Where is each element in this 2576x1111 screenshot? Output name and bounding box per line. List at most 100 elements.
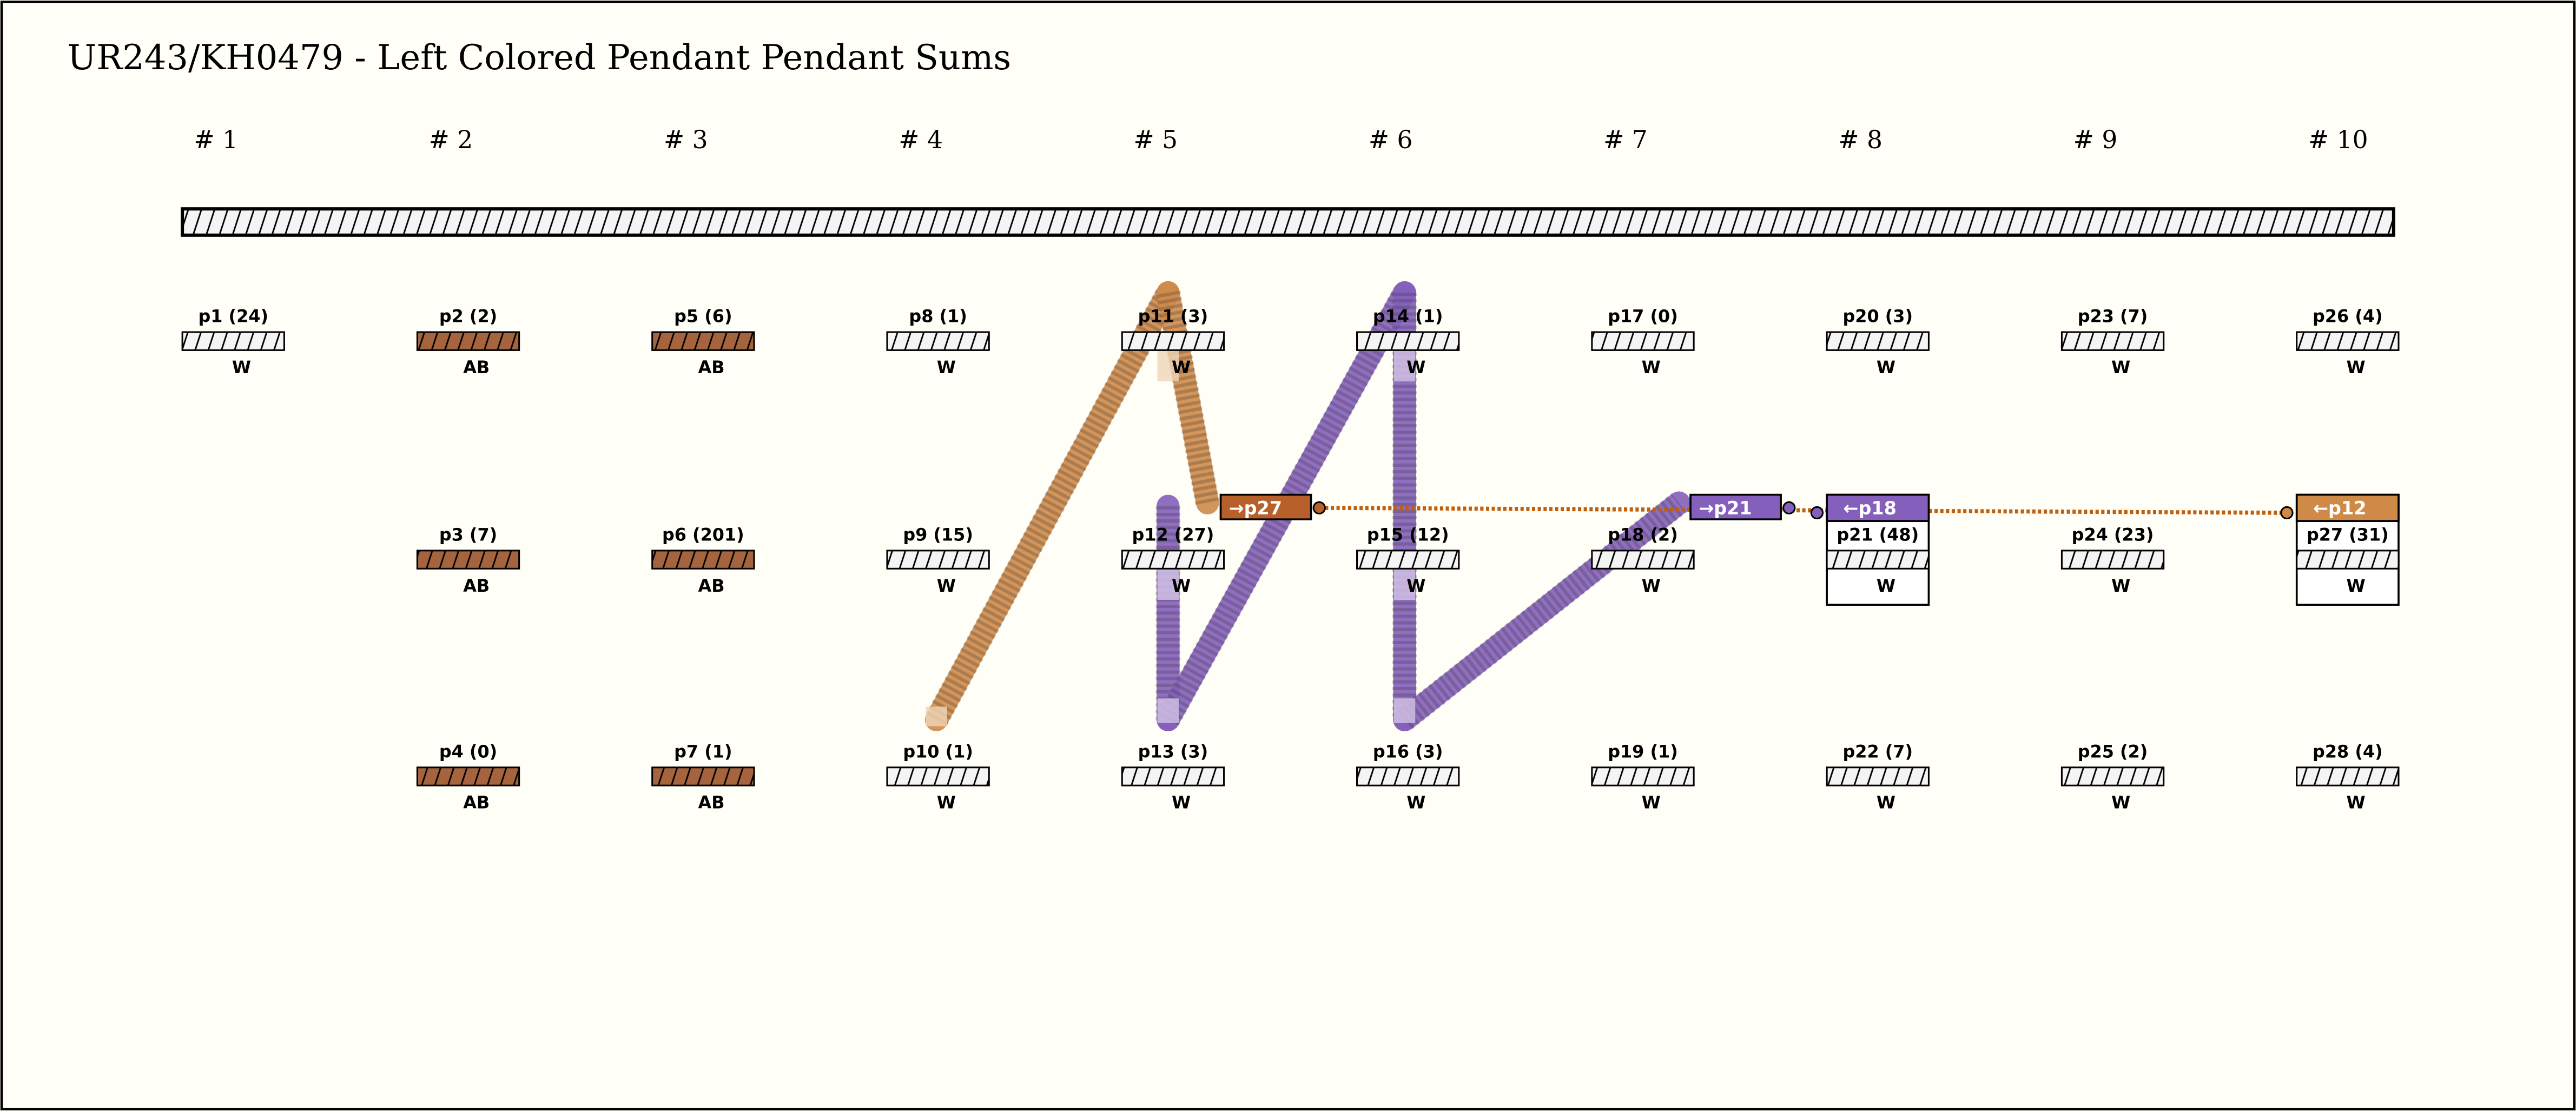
pendant-hatch xyxy=(1357,332,1459,351)
pendant-hatch xyxy=(1122,332,1224,351)
pendant-color-label: W xyxy=(937,792,956,813)
pendant-color-label: W xyxy=(1172,792,1191,813)
pendant-label: p20 (3) xyxy=(1842,306,1913,327)
pendant-p22: p22 (7) W xyxy=(1826,742,1930,813)
pendant-p23: p23 (7) W xyxy=(2060,306,2165,378)
pendant-p9: p9 (15) W xyxy=(886,525,990,596)
column-header: # 5 xyxy=(1134,125,1178,154)
pendant-hatch xyxy=(417,550,519,569)
pendant-p18: p18 (2) W xyxy=(1591,525,1695,596)
sum-band-p16-p18-outline xyxy=(1397,493,1687,730)
column-header: # 9 xyxy=(2073,125,2118,154)
pendant-label: p13 (3) xyxy=(1138,742,1208,762)
connector-dot xyxy=(2280,506,2294,520)
pendant-p16: p16 (3) W xyxy=(1356,742,1460,813)
connector-dot xyxy=(1782,501,1796,515)
sum-marker-p18: ←p18 xyxy=(1810,493,1930,523)
sum-band-p10-p11-outline xyxy=(926,287,1179,726)
pendant-color-label: W xyxy=(1642,792,1661,813)
connector-dot xyxy=(1312,501,1326,515)
pendant-label: p3 (7) xyxy=(439,525,497,545)
pendant-hatch xyxy=(2062,767,2164,786)
column-header: # 7 xyxy=(1603,125,1648,154)
pendant-p5: p5 (6) AB xyxy=(651,306,755,378)
main-cord xyxy=(181,207,2395,237)
column-header: # 2 xyxy=(429,125,473,154)
pendant-p11: p11 (3) W xyxy=(1121,306,1225,378)
pendant-label: p10 (1) xyxy=(903,742,973,762)
sum-marker-p12: ←p12 xyxy=(2280,493,2400,523)
pendant-hatch xyxy=(2062,550,2164,569)
column-header: # 3 xyxy=(664,125,708,154)
pendant-p28: p28 (4) W xyxy=(2296,742,2400,813)
pendant-p1: p1 (24) W xyxy=(181,306,285,378)
pendant-label: p5 (6) xyxy=(674,306,732,327)
pendant-label: p9 (15) xyxy=(903,525,973,545)
pendant-color-label: W xyxy=(1406,576,1425,596)
sum-marker-box xyxy=(1826,493,1930,523)
pendant-label: p18 (2) xyxy=(1608,525,1678,545)
column-header: # 8 xyxy=(1838,125,1883,154)
pendant-color-label: W xyxy=(937,576,956,596)
pendant-label: p22 (7) xyxy=(1842,742,1913,762)
pendant-label: p1 (24) xyxy=(198,306,268,327)
pendant-color-label: W xyxy=(1877,576,1895,596)
pendant-p20: p20 (3) W xyxy=(1826,306,1930,378)
pendant-p8: p8 (1) W xyxy=(886,306,990,378)
pendant-p24: p24 (23) W xyxy=(2060,525,2165,596)
pendant-color-label: W xyxy=(1406,357,1425,378)
pendant-color-label: W xyxy=(1406,792,1425,813)
pendant-label: p25 (2) xyxy=(2078,742,2148,762)
pendant-label: p14 (1) xyxy=(1373,306,1443,327)
pendant-color-label: W xyxy=(2346,576,2365,596)
column-header: # 1 xyxy=(194,125,238,154)
pendant-color-label: AB xyxy=(463,792,490,813)
pendant-hatch xyxy=(1591,332,1694,351)
pendant-hatch xyxy=(887,550,989,569)
pendant-hatch xyxy=(652,550,754,569)
pendant-color-label: W xyxy=(1172,576,1191,596)
pendant-hatch xyxy=(1357,767,1459,786)
pendant-label: p27 (31) xyxy=(2307,525,2389,545)
pendant-p12: p12 (27) W xyxy=(1121,525,1225,596)
pendant-p4: p4 (0) AB xyxy=(416,742,520,813)
sum-marker-label: ←p12 xyxy=(2313,498,2366,519)
pendant-hatch xyxy=(652,332,754,351)
column-header: # 6 xyxy=(1369,125,1413,154)
page-title: UR243/KH0479 - Left Colored Pendant Pend… xyxy=(68,38,1012,78)
connector-dot xyxy=(1810,506,1824,520)
pendant-hatch xyxy=(1591,550,1694,569)
pendant-hatch xyxy=(1827,767,1929,786)
pendant-p3: p3 (7) AB xyxy=(416,525,520,596)
pendant-p14: p14 (1) W xyxy=(1356,306,1460,378)
pendant-color-label: W xyxy=(1642,357,1661,378)
sum-marker-label: ←p18 xyxy=(1844,498,1897,519)
sum-marker-box xyxy=(1219,493,1312,521)
pendant-hatch xyxy=(887,332,989,351)
pendant-color-label: W xyxy=(937,357,956,378)
pendant-label: p28 (4) xyxy=(2313,742,2383,762)
pendant-hatch xyxy=(417,332,519,351)
pendant-label: p2 (2) xyxy=(439,306,497,327)
pendant-hatch xyxy=(1122,550,1224,569)
pendant-p2: p2 (2) AB xyxy=(416,306,520,378)
pendant-color-label: W xyxy=(1877,792,1895,813)
pendant-p13: p13 (3) W xyxy=(1121,742,1225,813)
pendant-label: p26 (4) xyxy=(2313,306,2383,327)
pendant-p19: p19 (1) W xyxy=(1591,742,1695,813)
pendant-hatch xyxy=(2296,550,2399,569)
pendant-label: p23 (7) xyxy=(2078,306,2148,327)
sum-marker-p21: →p21 xyxy=(1689,493,1796,521)
sum-marker-p27: →p27 xyxy=(1219,493,1326,521)
pendant-hatch xyxy=(2296,767,2399,786)
column-header: # 10 xyxy=(2308,125,2368,154)
sum-band-p16-p18 xyxy=(1393,491,1691,731)
pendant-color-label: W xyxy=(2111,357,2130,378)
pendant-color-label: W xyxy=(1877,357,1895,378)
pendant-p15: p15 (12) W xyxy=(1356,525,1460,596)
pendant-p6: p6 (201) AB xyxy=(651,525,755,596)
pendant-label: p7 (1) xyxy=(674,742,732,762)
